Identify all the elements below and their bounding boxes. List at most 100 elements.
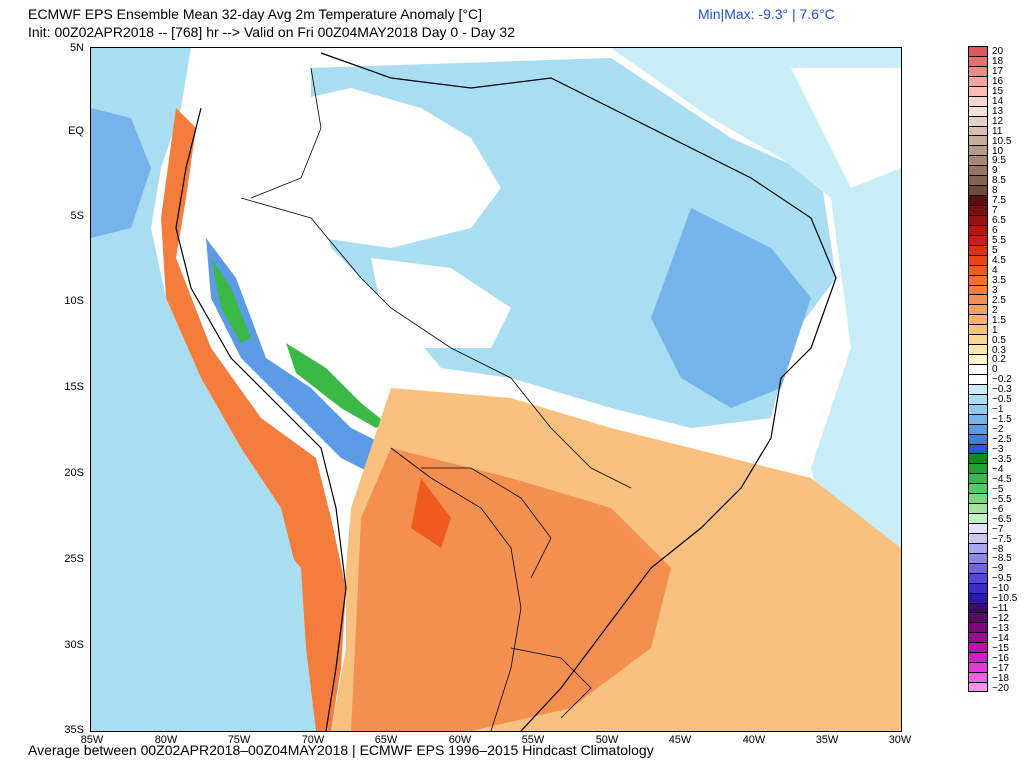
country-border-south	[390, 447, 522, 731]
colorbar-swatch	[968, 364, 988, 374]
map-title: ECMWF EPS Ensemble Mean 32-day Avg 2m Te…	[28, 6, 483, 22]
lon-label: 65W	[374, 734, 398, 746]
colorbar-swatch	[968, 125, 988, 136]
colorbar-label: 7.5	[992, 195, 1006, 207]
colorbar-swatch	[968, 443, 988, 454]
colorbar-swatch	[968, 65, 988, 76]
colorbar	[968, 46, 988, 692]
colorbar-label: 1	[992, 324, 998, 336]
colorbar-label: 13	[992, 105, 1004, 117]
colorbar-swatch	[968, 493, 988, 504]
colorbar-label: −15	[992, 643, 1009, 654]
colorbar-label: 18	[992, 55, 1004, 67]
colorbar-label: 6	[992, 225, 998, 237]
colorbar-label: 14	[992, 95, 1004, 107]
colorbar-swatch	[968, 155, 988, 166]
colorbar-label: −10	[992, 583, 1009, 595]
colorbar-label: 20	[992, 46, 1004, 57]
colorbar-swatch	[968, 403, 988, 414]
east-coastline	[320, 52, 837, 731]
colorbar-swatch	[968, 284, 988, 295]
colorbar-swatch	[968, 532, 988, 543]
colorbar-swatch	[968, 393, 988, 404]
colorbar-swatch	[968, 592, 988, 603]
colorbar-label: −4.5	[992, 473, 1012, 485]
colorbar-swatch	[968, 145, 988, 156]
west-coastline	[175, 107, 347, 731]
lat-label: 10S	[64, 295, 84, 307]
colorbar-label: 2	[992, 304, 998, 316]
colorbar-swatch	[968, 214, 988, 225]
colorbar-label: −7.5	[992, 533, 1012, 545]
country-border-north	[240, 197, 632, 489]
andes-green-patch-south	[286, 343, 386, 428]
colorbar-swatch	[968, 672, 988, 682]
colorbar-swatch	[968, 642, 988, 653]
colorbar-swatch	[968, 373, 988, 384]
country-border-uruguay	[510, 647, 592, 719]
atlantic-anomaly-field	[611, 48, 901, 548]
atlantic-neutral-patch	[791, 68, 901, 188]
lat-label: EQ	[68, 125, 84, 137]
country-border-paraguay	[421, 467, 552, 579]
colorbar-swatch	[968, 105, 988, 116]
colorbar-label: −2.5	[992, 434, 1012, 446]
colorbar-swatch	[968, 652, 988, 663]
colorbar-label: −6	[992, 503, 1004, 515]
colorbar-swatch	[968, 314, 988, 325]
colorbar-label: −8	[992, 543, 1004, 555]
colorbar-label: −14	[992, 633, 1009, 645]
colorbar-swatch	[968, 682, 988, 692]
lon-label: 80W	[154, 734, 178, 746]
chaco-hot-spot	[411, 478, 451, 548]
colorbar-label: 17	[992, 65, 1004, 77]
colorbar-swatch	[968, 244, 988, 255]
colorbar-label: −11	[992, 603, 1009, 615]
colorbar-label: 15	[992, 85, 1004, 97]
colorbar-label: −2	[992, 424, 1004, 436]
colorbar-label: −1.5	[992, 414, 1012, 426]
colorbar-swatch	[968, 324, 988, 335]
colorbar-swatch	[968, 185, 988, 196]
colorbar-label: −9.5	[992, 573, 1012, 585]
colorbar-swatch	[968, 264, 988, 275]
map-subtitle: Init: 00Z02APR2018 -- [768] hr --> Valid…	[28, 24, 515, 40]
colorbar-swatch	[968, 572, 988, 583]
colorbar-label: −17	[992, 662, 1009, 674]
colorbar-label: 8.5	[992, 175, 1006, 187]
country-border-northwest	[250, 67, 322, 199]
lon-label: 60W	[448, 734, 472, 746]
northeast-brazil-cold-patch	[651, 208, 811, 408]
colorbar-swatch	[968, 413, 988, 424]
map-footer: Average between 00Z02APR2018–00Z04MAY201…	[28, 742, 654, 758]
colorbar-swatch	[968, 523, 988, 533]
colorbar-swatch	[968, 423, 988, 434]
colorbar-swatch	[968, 582, 988, 593]
colorbar-label: −9	[992, 563, 1004, 575]
colorbar-label: 10.5	[992, 135, 1012, 147]
colorbar-label: 7	[992, 205, 998, 217]
colorbar-label: −7	[992, 523, 1004, 535]
colorbar-swatch	[968, 513, 988, 523]
colorbar-swatch	[968, 354, 988, 364]
colorbar-label: −0.5	[992, 394, 1012, 406]
colorbar-swatch	[968, 46, 988, 56]
colorbar-swatch	[968, 662, 988, 673]
colorbar-label: −12	[992, 613, 1009, 625]
colorbar-label: 9.5	[992, 155, 1006, 167]
colorbar-swatch	[968, 294, 988, 305]
colorbar-label: 3	[992, 284, 998, 296]
colorbar-swatch	[968, 453, 988, 464]
colorbar-swatch	[968, 433, 988, 444]
colorbar-label: −5.5	[992, 493, 1012, 505]
colorbar-swatch	[968, 85, 988, 96]
lat-label: 15S	[64, 381, 84, 393]
lon-label: 45W	[668, 734, 692, 746]
colorbar-swatch	[968, 175, 988, 186]
colorbar-swatch	[968, 552, 988, 563]
lon-label: 55W	[521, 734, 545, 746]
colorbar-swatch	[968, 55, 988, 66]
colorbar-label: 5.5	[992, 235, 1006, 247]
colorbar-label: −3	[992, 444, 1004, 455]
lat-label: 5N	[69, 42, 84, 54]
